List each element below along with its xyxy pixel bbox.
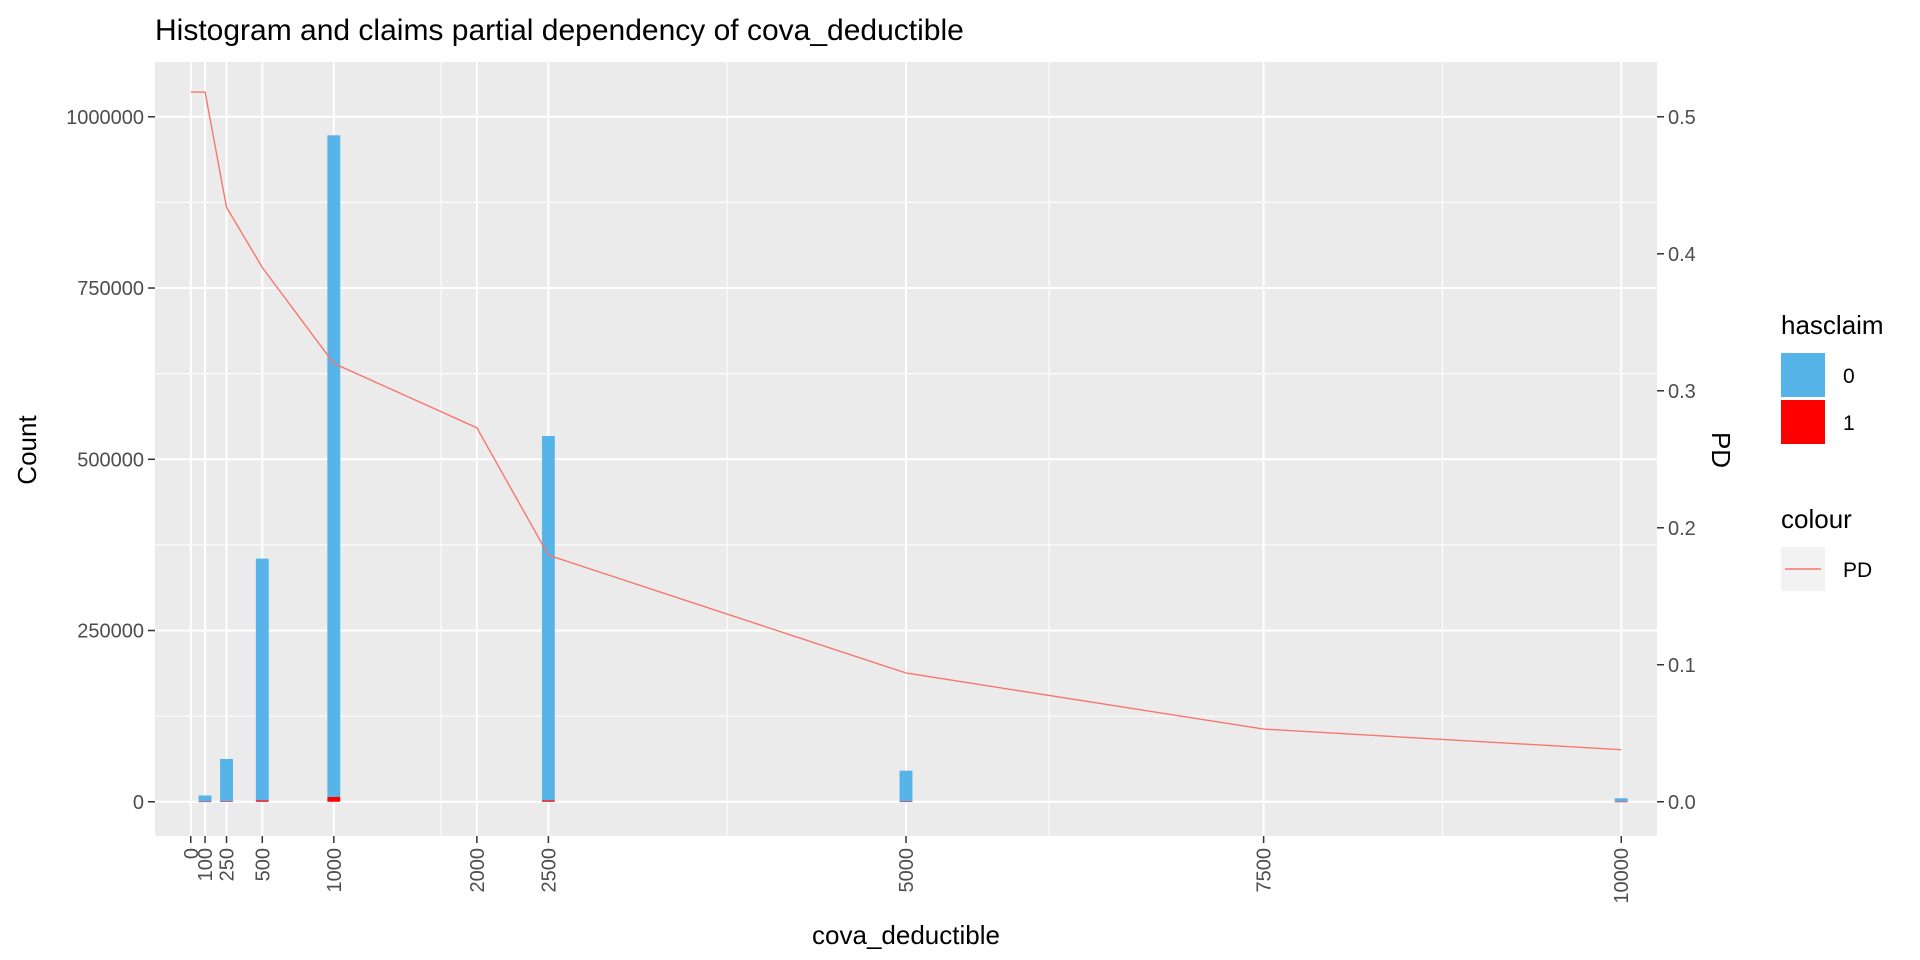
bar-hasclaim-0	[198, 795, 212, 802]
y-axis-right: 0.0 0.1 0.2 0.3 0.4 0.5	[1657, 107, 1696, 814]
y-tick-label: 500000	[77, 449, 144, 471]
legend-colour-items: PD	[1781, 547, 1872, 591]
x-tick-label: 0	[181, 848, 203, 859]
x-tick-label: 1000	[324, 848, 346, 893]
bar-hasclaim-1	[198, 801, 212, 803]
x-tick-label: 2000	[467, 848, 489, 893]
x-tick-label: 250	[217, 848, 239, 881]
y-tick-label: 750000	[77, 278, 144, 300]
bar-hasclaim-0	[220, 758, 233, 802]
bar-hasclaim-0	[899, 770, 913, 802]
bar-hasclaim-0	[1614, 798, 1628, 802]
legend-label-hasclaim-0: 0	[1843, 365, 1855, 388]
legend-swatch-hasclaim-0	[1781, 353, 1825, 397]
bar-hasclaim-1	[255, 800, 269, 802]
y-tick-label: 0	[133, 792, 144, 814]
x-tick-label: 5000	[896, 848, 918, 893]
bar-hasclaim-1	[327, 796, 341, 802]
legend-swatch-hasclaim-1	[1781, 400, 1825, 444]
y2-tick-label: 0.1	[1668, 655, 1696, 677]
bar-hasclaim-1	[220, 801, 233, 802]
legend: hasclaim 01 colour PD	[1781, 310, 1884, 591]
x-axis-title: cova_deductible	[812, 920, 1000, 950]
y2-axis-title: PD	[1706, 432, 1736, 468]
x-tick-label: 7500	[1254, 848, 1276, 893]
y-tick-label: 1000000	[66, 107, 144, 129]
y-axis-title: Count	[12, 415, 42, 485]
y2-tick-label: 0.5	[1668, 107, 1696, 129]
y2-tick-label: 0.0	[1668, 792, 1696, 814]
y-axis-left: 0 250000 500000 750000 1000000	[66, 107, 155, 814]
bar-hasclaim-0	[541, 435, 555, 801]
bar-hasclaim-1	[899, 801, 913, 803]
x-tick-label: 500	[252, 848, 274, 881]
y2-tick-label: 0.4	[1668, 244, 1696, 266]
x-tick-label: 100	[195, 848, 217, 881]
x-tick-label: 2500	[538, 848, 560, 893]
chart-title: Histogram and claims partial dependency …	[155, 14, 964, 47]
bar-hasclaim-0	[327, 135, 341, 797]
legend-title-hasclaim: hasclaim	[1781, 310, 1884, 340]
legend-hasclaim-items: 01	[1781, 353, 1855, 444]
bar-hasclaim-1	[1614, 801, 1628, 803]
y2-tick-label: 0.2	[1668, 518, 1696, 540]
x-tick-label: 10000	[1611, 848, 1633, 904]
y-tick-label: 250000	[77, 621, 144, 643]
legend-title-colour: colour	[1781, 504, 1852, 534]
legend-label-pd: PD	[1843, 559, 1872, 582]
legend-label-hasclaim-1: 1	[1843, 412, 1855, 435]
pd-line	[190, 91, 1622, 751]
bars	[198, 135, 1628, 803]
bar-hasclaim-0	[255, 558, 269, 801]
y2-tick-label: 0.3	[1668, 381, 1696, 403]
bar-hasclaim-1	[541, 800, 555, 802]
